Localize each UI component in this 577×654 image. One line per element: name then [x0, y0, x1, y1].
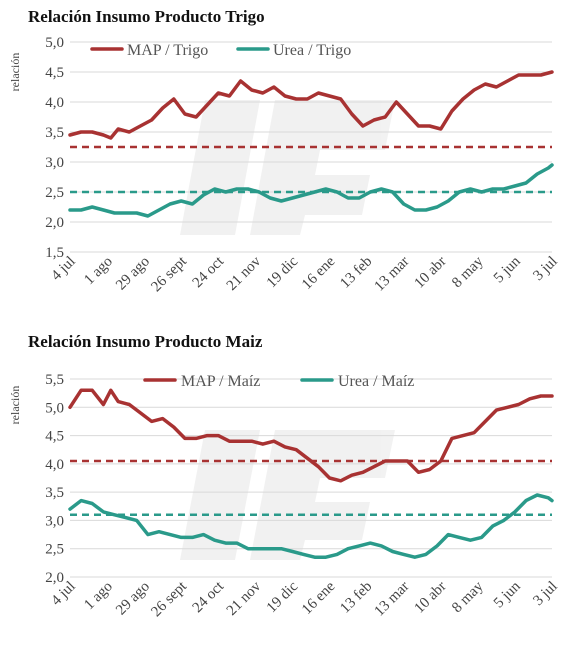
x-tick-label: 26 sept: [148, 578, 190, 620]
y-tick-label: 2,0: [45, 570, 64, 586]
y-axis-label: relación: [8, 53, 22, 92]
x-tick-label: 29 ago: [113, 579, 153, 619]
y-tick-label: 2,5: [45, 542, 64, 558]
y-tick-label: 3,5: [45, 485, 64, 501]
legend-label-map: MAP / Trigo: [127, 42, 208, 59]
legend-label-urea: Urea / Maíz: [338, 373, 414, 390]
x-tick-label: 8 may: [449, 578, 487, 616]
x-tick-label: 24 oct: [190, 578, 228, 616]
y-tick-label: 3,0: [45, 155, 64, 171]
y-axis-label: relación: [8, 386, 22, 425]
x-tick-label: 13 feb: [337, 579, 375, 617]
series-lines: [68, 388, 554, 559]
legend-label-map: MAP / Maíz: [181, 373, 260, 390]
y-tick-label: 3,0: [45, 513, 64, 529]
x-tick-label: 16 ene: [299, 578, 339, 618]
x-tick-label: 19 dic: [264, 253, 302, 291]
y-tick-label: 4,0: [45, 457, 64, 473]
x-tick-label: 8 may: [449, 253, 487, 291]
y-tick-labels: 1,5 2,0 2,5 3,0 3,5 4,0 4,5 5,0: [45, 35, 64, 261]
y-tick-label: 5,5: [45, 372, 64, 388]
x-tick-label: 1 ago: [81, 254, 116, 289]
legend: MAP / Trigo Urea / Trigo: [90, 42, 351, 59]
y-tick-label: 4,0: [45, 95, 64, 111]
y-tick-label: 3,5: [45, 125, 64, 141]
x-tick-label: 16 ene: [299, 253, 339, 293]
x-tick-label: 5 jun: [491, 253, 524, 286]
gridlines: [70, 378, 552, 578]
x-tick-label: 19 dic: [264, 578, 302, 616]
chart-title: Relación Insumo Producto Trigo: [28, 7, 265, 26]
x-tick-label: 10 abr: [411, 254, 449, 292]
y-tick-label: 4,5: [45, 429, 64, 445]
x-tick-label: 26 sept: [148, 253, 190, 295]
x-tick-label: 13 mar: [371, 254, 412, 295]
y-tick-labels: 2,0 2,5 3,0 3,5 4,0 4,5 5,0 5,5: [45, 372, 64, 586]
watermark-logo: [180, 100, 395, 560]
series-line: [68, 70, 554, 140]
x-tick-label: 3 jul: [530, 254, 560, 284]
legend: MAP / Maíz Urea / Maíz: [143, 373, 414, 390]
series-line: [68, 493, 554, 559]
y-tick-label: 5,0: [45, 35, 64, 51]
y-tick-label: 5,0: [45, 400, 64, 416]
x-tick-label: 21 nov: [224, 253, 265, 294]
x-tick-label: 5 jun: [491, 578, 524, 611]
y-tick-label: 1,5: [45, 245, 64, 261]
x-tick-label: 24 oct: [190, 253, 228, 291]
x-tick-label: 13 mar: [371, 579, 412, 620]
series-line: [68, 388, 554, 483]
chart-title: Relación Insumo Producto Maiz: [28, 332, 263, 351]
x-tick-label: 29 ago: [113, 254, 153, 294]
y-tick-label: 4,5: [45, 65, 64, 81]
x-tick-label: 10 abr: [411, 579, 449, 617]
x-tick-label: 13 feb: [337, 254, 375, 292]
y-tick-label: 2,5: [45, 185, 64, 201]
legend-label-urea: Urea / Trigo: [273, 42, 351, 59]
y-tick-label: 2,0: [45, 215, 64, 231]
x-tick-label: 21 nov: [224, 578, 265, 619]
x-tick-label: 1 ago: [81, 579, 116, 614]
x-tick-label: 3 jul: [530, 579, 560, 609]
series-lines: [68, 70, 554, 218]
